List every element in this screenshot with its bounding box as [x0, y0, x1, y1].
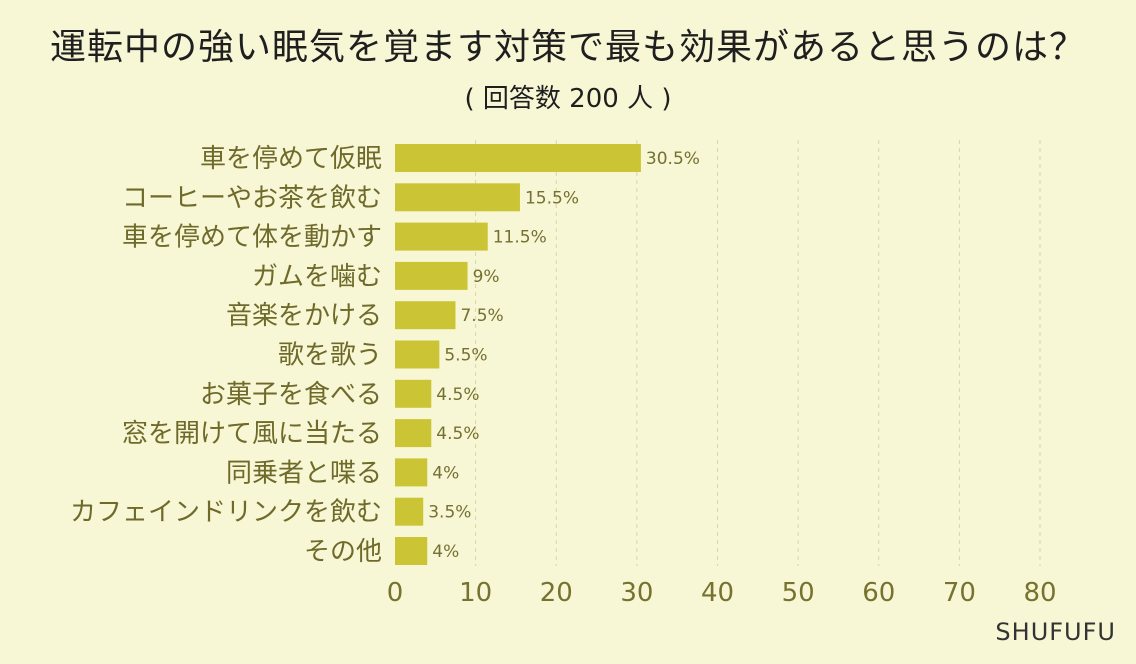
category-label: 窓を開けて風に当たる: [122, 419, 382, 449]
x-tick-label: 0: [387, 578, 404, 608]
x-tick-label: 70: [943, 578, 976, 608]
value-label: 4.5%: [436, 385, 479, 405]
category-label: 同乗者と喋る: [226, 458, 382, 488]
bar: [395, 458, 428, 487]
bar: [395, 144, 641, 172]
bar: [395, 419, 432, 448]
bar: [395, 340, 440, 369]
value-label: 4%: [432, 542, 459, 562]
bar: [395, 301, 456, 330]
chart-title: 運転中の強い眠気を覚ます対策で最も効果があると思うのは？: [49, 27, 1086, 68]
x-tick-label: 20: [540, 578, 573, 608]
value-label: 4.5%: [436, 424, 479, 444]
watermark-logo: SHUFUFU: [995, 618, 1116, 646]
x-tick-label: 10: [459, 578, 492, 608]
value-label: 3.5%: [428, 503, 471, 523]
value-label: 15.5%: [525, 188, 579, 208]
x-tick-label: 60: [862, 578, 895, 608]
bar: [395, 497, 424, 526]
bar: [395, 222, 488, 251]
value-label: 9%: [473, 267, 500, 287]
category-label: コーヒーやお茶を飲む: [122, 183, 382, 213]
x-tick-label: 80: [1023, 578, 1056, 608]
bar: [395, 379, 432, 408]
category-label: その他: [304, 537, 382, 567]
chart-subtitle: ( 回答数 200 人 ): [464, 84, 672, 114]
value-label: 30.5%: [646, 149, 700, 169]
x-tick-label: 30: [620, 578, 653, 608]
category-label: ガムを噛む: [252, 262, 382, 292]
bar: [395, 261, 468, 290]
category-label: カフェインドリンクを飲む: [70, 498, 382, 528]
bar: [395, 183, 520, 212]
category-label: 車を停めて仮眠: [200, 144, 382, 174]
bar: [395, 537, 428, 565]
category-label: お菓子を食べる: [200, 380, 382, 410]
x-tick-label: 50: [782, 578, 815, 608]
value-label: 11.5%: [493, 228, 547, 248]
value-label: 4%: [432, 463, 459, 483]
category-label: 音楽をかける: [226, 301, 382, 331]
category-label: 歌を歌う: [278, 341, 382, 371]
value-label: 7.5%: [460, 306, 503, 326]
category-label: 車を停めて体を動かす: [122, 223, 382, 253]
value-label: 5.5%: [444, 346, 487, 366]
x-tick-label: 40: [701, 578, 734, 608]
